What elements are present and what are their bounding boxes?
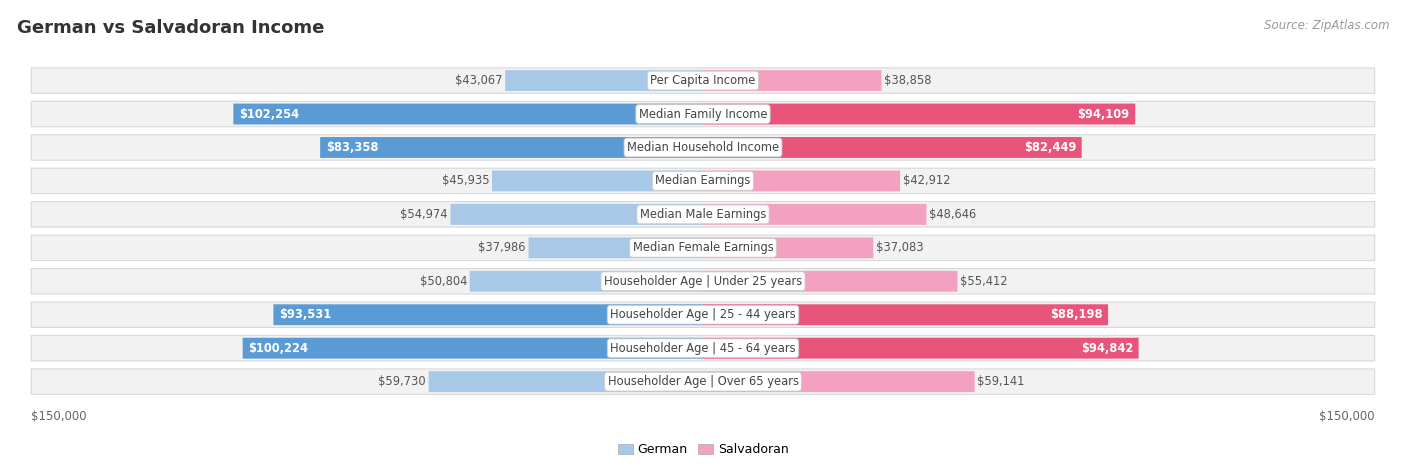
Text: Householder Age | Over 65 years: Householder Age | Over 65 years [607, 375, 799, 388]
Text: German vs Salvadoran Income: German vs Salvadoran Income [17, 19, 325, 37]
FancyBboxPatch shape [273, 304, 703, 325]
FancyBboxPatch shape [321, 137, 703, 158]
Text: Median Family Income: Median Family Income [638, 107, 768, 120]
Text: $102,254: $102,254 [239, 107, 299, 120]
FancyBboxPatch shape [703, 104, 1135, 125]
FancyBboxPatch shape [703, 371, 974, 392]
Text: $150,000: $150,000 [31, 410, 87, 423]
Text: Per Capita Income: Per Capita Income [651, 74, 755, 87]
Text: Source: ZipAtlas.com: Source: ZipAtlas.com [1264, 19, 1389, 32]
Text: Householder Age | 45 - 64 years: Householder Age | 45 - 64 years [610, 342, 796, 355]
FancyBboxPatch shape [703, 338, 1139, 359]
FancyBboxPatch shape [703, 304, 1108, 325]
Text: $50,804: $50,804 [419, 275, 467, 288]
FancyBboxPatch shape [703, 170, 900, 191]
Text: $43,067: $43,067 [456, 74, 502, 87]
Text: $59,730: $59,730 [378, 375, 426, 388]
FancyBboxPatch shape [31, 302, 1375, 327]
FancyBboxPatch shape [31, 68, 1375, 93]
FancyBboxPatch shape [31, 168, 1375, 194]
FancyBboxPatch shape [233, 104, 703, 125]
Text: $88,198: $88,198 [1050, 308, 1102, 321]
FancyBboxPatch shape [31, 101, 1375, 127]
Text: $94,842: $94,842 [1081, 342, 1133, 355]
FancyBboxPatch shape [31, 202, 1375, 227]
FancyBboxPatch shape [450, 204, 703, 225]
FancyBboxPatch shape [470, 271, 703, 292]
FancyBboxPatch shape [703, 237, 873, 258]
FancyBboxPatch shape [703, 70, 882, 91]
FancyBboxPatch shape [31, 235, 1375, 261]
Text: Median Female Earnings: Median Female Earnings [633, 241, 773, 255]
Text: Householder Age | Under 25 years: Householder Age | Under 25 years [603, 275, 803, 288]
FancyBboxPatch shape [429, 371, 703, 392]
FancyBboxPatch shape [505, 70, 703, 91]
Text: $37,986: $37,986 [478, 241, 526, 255]
Text: $100,224: $100,224 [249, 342, 308, 355]
FancyBboxPatch shape [31, 135, 1375, 160]
Text: $83,358: $83,358 [326, 141, 378, 154]
Text: $42,912: $42,912 [903, 175, 950, 187]
Text: $94,109: $94,109 [1077, 107, 1130, 120]
FancyBboxPatch shape [703, 271, 957, 292]
Text: Median Male Earnings: Median Male Earnings [640, 208, 766, 221]
Text: $38,858: $38,858 [884, 74, 932, 87]
Text: $150,000: $150,000 [1319, 410, 1375, 423]
FancyBboxPatch shape [243, 338, 703, 359]
Text: $82,449: $82,449 [1024, 141, 1076, 154]
Text: $48,646: $48,646 [929, 208, 976, 221]
Text: $54,974: $54,974 [401, 208, 447, 221]
Text: Median Household Income: Median Household Income [627, 141, 779, 154]
FancyBboxPatch shape [31, 335, 1375, 361]
FancyBboxPatch shape [703, 204, 927, 225]
FancyBboxPatch shape [703, 137, 1081, 158]
FancyBboxPatch shape [529, 237, 703, 258]
Text: $37,083: $37,083 [876, 241, 924, 255]
FancyBboxPatch shape [31, 369, 1375, 394]
Text: Median Earnings: Median Earnings [655, 175, 751, 187]
Text: $93,531: $93,531 [278, 308, 332, 321]
Text: $55,412: $55,412 [960, 275, 1008, 288]
Text: Householder Age | 25 - 44 years: Householder Age | 25 - 44 years [610, 308, 796, 321]
FancyBboxPatch shape [31, 269, 1375, 294]
FancyBboxPatch shape [492, 170, 703, 191]
Legend: German, Salvadoran: German, Salvadoran [613, 439, 793, 461]
Text: $45,935: $45,935 [441, 175, 489, 187]
Text: $59,141: $59,141 [977, 375, 1025, 388]
